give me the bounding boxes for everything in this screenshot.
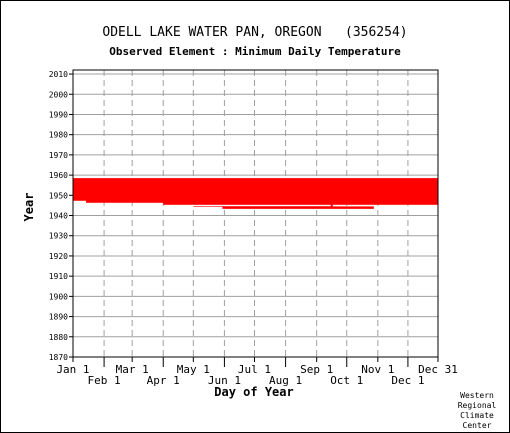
x-tick-label: Jan 1 [56, 363, 89, 376]
credit-line: Western [460, 391, 494, 400]
x-tick-label: Oct 1 [330, 374, 363, 387]
x-tick-label: Feb 1 [88, 374, 121, 387]
x-tick-labels: Jan 1 Mar 1 May 1 Jul 1 Sep 1 Nov 1 Dec 31 Feb … [56, 363, 457, 387]
y-tick-label: 1870 [49, 353, 68, 362]
x-tick-label: May 1 [177, 363, 210, 376]
credit-line: Regional [457, 401, 497, 410]
y-tick-label: 1960 [49, 171, 68, 180]
data-segment [73, 190, 438, 193]
data-segment [86, 200, 439, 203]
data-segment [163, 202, 438, 205]
data-segment [73, 188, 438, 191]
x-tick-label: Jul 1 [238, 363, 271, 376]
y-tick-labels: 2010 2000 1990 1980 1970 1960 1950 1940 1930 1920… [49, 70, 68, 362]
x-tick-label: Nov 1 [361, 363, 394, 376]
plot-border [72, 69, 439, 358]
y-tick-label: 1890 [49, 313, 68, 322]
y-tick-label: 1990 [49, 110, 68, 119]
data-segment [73, 180, 438, 183]
data-segment [73, 178, 438, 181]
x-tick-label: Aug 1 [269, 374, 302, 387]
x-tick-label: Dec 1 [391, 374, 424, 387]
y-tick-label: 1930 [49, 232, 68, 241]
y-tick-label: 1980 [49, 131, 68, 140]
y-axis-label: Year [22, 193, 36, 222]
data-segment [73, 192, 438, 195]
grid-layer [69, 70, 439, 367]
x-axis-label: Day of Year [214, 385, 293, 399]
chart-title: ODELL LAKE WATER PAN, OREGON (356254) [102, 25, 408, 40]
chart-subtitle: Observed Element : Minimum Daily Tempera… [109, 45, 401, 58]
x-tick-label: Apr 1 [147, 374, 180, 387]
y-tick-label: 1950 [49, 191, 68, 200]
y-tick-label: 1920 [49, 252, 68, 261]
y-tick-label: 1970 [49, 151, 68, 160]
data-segment [73, 184, 438, 187]
x-tick-label: Mar 1 [116, 363, 149, 376]
x-tick-label: Jun 1 [208, 374, 241, 387]
data-segment [73, 194, 438, 197]
data-gap [376, 206, 420, 209]
y-tick-label: 2010 [49, 70, 68, 79]
data-segment [73, 186, 438, 189]
credit-line: Climate [460, 411, 494, 420]
data-segment [73, 196, 438, 199]
data-segment [73, 198, 438, 201]
y-tick-label: 1940 [49, 212, 68, 221]
x-tick-label: Dec 31 [418, 363, 458, 376]
wrcc-credit: Western Regional Climate Center [449, 391, 505, 431]
data-gap [192, 204, 331, 207]
data-segment [222, 206, 374, 209]
data-layer [73, 178, 439, 209]
y-tick-label: 1900 [49, 292, 68, 301]
x-tick-label: Sep 1 [300, 363, 333, 376]
y-tick-label: 1880 [49, 333, 68, 342]
credit-line: Center [462, 421, 492, 430]
y-tick-label: 2000 [49, 90, 68, 99]
y-tick-label: 1910 [49, 272, 68, 281]
data-segment [73, 182, 438, 185]
